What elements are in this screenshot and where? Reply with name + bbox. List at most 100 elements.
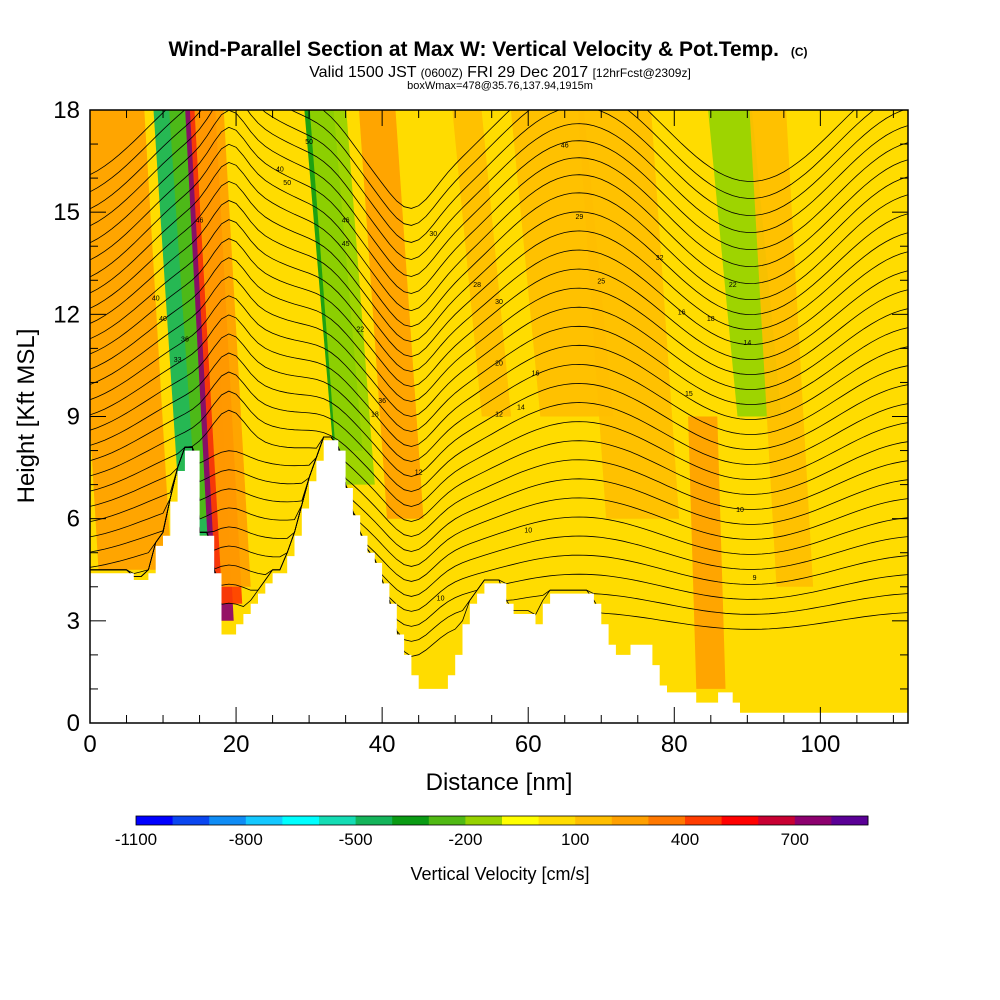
contour-label: 28 xyxy=(473,282,481,289)
chart-subtitle: Valid 1500 JST (0600Z) FRI 29 Dec 2017 [… xyxy=(309,64,691,81)
isentrope-19 xyxy=(90,219,908,372)
velocity-band-11 xyxy=(688,416,726,689)
y-tick-label: 9 xyxy=(67,404,80,431)
terrain xyxy=(90,440,908,723)
contour-label: 22 xyxy=(356,326,364,333)
x-axis-label: Distance [nm] xyxy=(426,769,573,796)
chart-subtitle-box: boxWmax=478@35.76,137.94,1915m xyxy=(407,80,593,92)
contour-label: 14 xyxy=(517,405,525,412)
contour-label: 40 xyxy=(276,166,284,173)
isentrope-9 xyxy=(90,409,908,522)
colorbar-tick-label: 400 xyxy=(671,830,699,849)
contour-label: 32 xyxy=(656,255,664,262)
contour-label: 50 xyxy=(305,139,313,146)
velocity-band-9 xyxy=(578,110,680,519)
y-tick-label: 18 xyxy=(53,97,80,124)
colorbar-tick-label: 700 xyxy=(781,830,809,849)
colorbar-swatch xyxy=(465,816,503,825)
colorbar-swatch xyxy=(245,816,283,825)
contour-label: 30 xyxy=(429,231,437,238)
contour-label: 9 xyxy=(753,575,757,582)
velocity-band-12 xyxy=(749,110,814,587)
colorbar-swatch xyxy=(136,816,174,825)
colorbar-swatch xyxy=(575,816,613,825)
y-tick-label: 12 xyxy=(53,301,80,328)
contour-label: 20 xyxy=(495,360,503,367)
contour-label: 40 xyxy=(152,296,160,303)
isentrope-26 xyxy=(90,110,908,260)
isentrope-27 xyxy=(90,110,906,243)
colorbar-swatch xyxy=(172,816,210,825)
y-tick-label: 3 xyxy=(67,608,80,635)
y-tick-label: 6 xyxy=(67,506,80,533)
isentrope-18 xyxy=(90,238,908,387)
contour-label: 46 xyxy=(342,217,350,224)
colorbar-swatch xyxy=(209,816,247,825)
contour-label: 36 xyxy=(181,337,189,344)
colorbar-swatch xyxy=(428,816,466,825)
x-tick-label: 80 xyxy=(661,731,688,758)
contour-label: 15 xyxy=(685,391,693,398)
isentrope-15 xyxy=(90,295,908,432)
contour-label: 33 xyxy=(174,357,182,364)
contour-label: 10 xyxy=(736,507,744,514)
isentrope-22 xyxy=(90,161,908,328)
isentrope-2 xyxy=(90,436,908,627)
isentrope-5 xyxy=(90,436,908,582)
contour-label: 40 xyxy=(159,316,167,323)
isentrope-23 xyxy=(90,143,908,312)
colorbar-tick-label: -500 xyxy=(339,830,373,849)
y-axis-label: Height [Kft MSL] xyxy=(13,329,40,504)
chart-title: Wind-Parallel Section at Max W: Vertical… xyxy=(168,38,807,61)
isentrope-20 xyxy=(90,200,908,358)
x-axis: 0 20 40 60 80 100 xyxy=(83,110,894,758)
colorbar-swatch xyxy=(831,816,869,825)
contour-label: 25 xyxy=(597,279,605,286)
x-tick-label: 0 xyxy=(83,731,96,758)
isentrope-24 xyxy=(90,126,908,294)
isentrope-17 xyxy=(90,257,908,402)
contour-label: 45 xyxy=(342,241,350,248)
colorbar-swatch xyxy=(392,816,430,825)
colorbar-swatch xyxy=(758,816,796,825)
contour-label: 14 xyxy=(743,340,751,347)
colorbar-swatch xyxy=(794,816,832,825)
colorbar-tick-label: -800 xyxy=(229,830,263,849)
contour-label: 16 xyxy=(678,309,686,316)
isentrope-29 xyxy=(90,110,855,209)
isentrope-13 xyxy=(90,333,908,462)
contour-label: 18 xyxy=(371,412,379,419)
contour-label: 50 xyxy=(283,180,291,187)
colorbar-swatch xyxy=(502,816,540,825)
colorbar-tick-label: 100 xyxy=(561,830,589,849)
isentrope-11 xyxy=(90,371,908,492)
contour-label: 18 xyxy=(707,316,715,323)
isentrope-8 xyxy=(90,436,908,537)
x-tick-label: 60 xyxy=(515,731,542,758)
contour-label: 46 xyxy=(561,142,569,149)
contour-label: 22 xyxy=(729,282,737,289)
isentrope-16 xyxy=(90,276,908,417)
colorbar-swatch xyxy=(685,816,723,825)
y-tick-label: 0 xyxy=(67,710,80,737)
chart-title-mark: (C) xyxy=(791,45,808,59)
isentrope-6 xyxy=(90,436,908,567)
velocity-band-4 xyxy=(194,110,251,587)
velocity-band-7 xyxy=(359,110,424,519)
colorbar-swatch xyxy=(319,816,357,825)
y-tick-label: 15 xyxy=(53,199,80,226)
chart-title-main: Wind-Parallel Section at Max W: Vertical… xyxy=(168,38,779,61)
contour-label: 10 xyxy=(437,595,445,602)
potential-temperature-contours: 50 50 40 46 46 45 40 40 36 36 33 30 30 28 29 25 22 22 20 18… xyxy=(90,110,908,657)
colorbar-tick-label: -200 xyxy=(448,830,482,849)
terrain-mask xyxy=(90,440,908,723)
colorbar-swatch xyxy=(611,816,649,825)
velocity-field xyxy=(90,110,814,689)
contour-label: 46 xyxy=(196,217,204,224)
x-tick-label: 20 xyxy=(223,731,250,758)
contour-label: 10 xyxy=(524,527,532,534)
velocity-band-14 xyxy=(510,110,614,417)
